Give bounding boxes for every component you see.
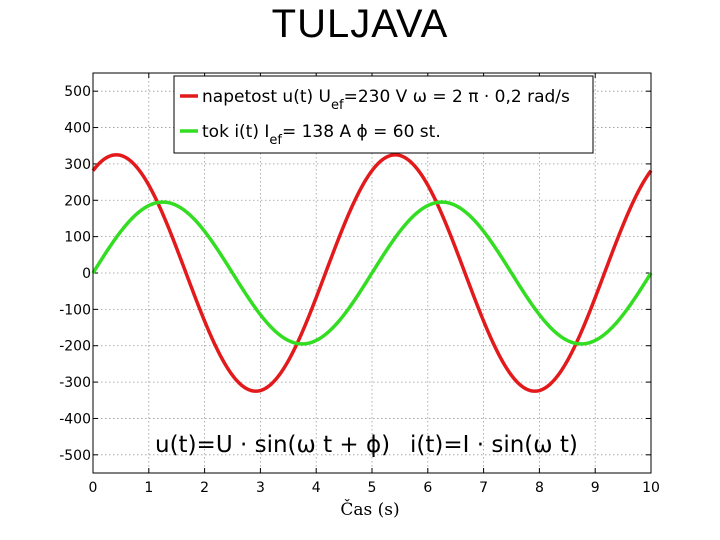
legend-current-main: tok i(t) I [202, 122, 269, 142]
plot-frame [92, 72, 652, 474]
legend-box [173, 75, 594, 154]
y-tick-label: -500 [59, 448, 91, 464]
legend-current-rest: = 138 A ϕ = 60 st. [282, 122, 441, 142]
x-tick-label: 7 [479, 480, 488, 496]
x-tick-label: 5 [368, 480, 377, 496]
x-tick-label: 0 [89, 480, 98, 496]
y-tick-label: 400 [64, 121, 91, 137]
y-tick-label: 500 [64, 84, 91, 100]
y-tick-label: -300 [59, 375, 91, 391]
x-tick-label: 4 [312, 480, 321, 496]
formula-current: i(t)=I · sin(ω t) [410, 432, 578, 458]
y-tick-label: 200 [64, 193, 91, 209]
y-tick-label: -200 [59, 339, 91, 355]
x-tick-label: 8 [535, 480, 544, 496]
legend-label-voltage: napetost u(t) Uef=230 V ω = 2 π · 0,2 ra… [202, 87, 570, 113]
y-tick-label: -400 [59, 411, 91, 427]
x-tick-label: 6 [423, 480, 432, 496]
legend-voltage-main: napetost u(t) U [202, 87, 331, 107]
page-title: TULJAVA [271, 2, 449, 46]
x-tick-label: 2 [200, 480, 209, 496]
x-axis-label: Čas (s) [340, 499, 399, 520]
legend: napetost u(t) Uef=230 V ω = 2 π · 0,2 ra… [173, 75, 594, 154]
x-tick-label: 1 [144, 480, 153, 496]
legend-label-current: tok i(t) Ief= 138 A ϕ = 60 st. [202, 122, 441, 148]
legend-voltage-sub: ef [331, 98, 344, 113]
series-line-voltage [91, 153, 653, 393]
y-tick-labels: 500 400 300 200 100 0 -100 -200 -300 -400 -500 [59, 84, 91, 464]
x-tick-labels: 0 1 2 3 4 5 6 7 8 9 10 [89, 480, 660, 496]
series-line-current [91, 200, 653, 346]
x-tick-label: 10 [642, 480, 660, 496]
y-tick-label: 0 [82, 266, 91, 282]
series-layer [91, 153, 653, 393]
legend-voltage-rest: =230 V ω = 2 π · 0,2 rad/s [344, 87, 570, 107]
formula-voltage: u(t)=U · sin(ω t + ϕ) [155, 432, 390, 458]
y-tick-label: 300 [64, 157, 91, 173]
y-tick-label: 100 [64, 230, 91, 246]
y-tick-label: -100 [59, 302, 91, 318]
x-tick-label: 3 [256, 480, 265, 496]
x-tick-label: 9 [591, 480, 600, 496]
legend-current-sub: ef [269, 133, 282, 148]
